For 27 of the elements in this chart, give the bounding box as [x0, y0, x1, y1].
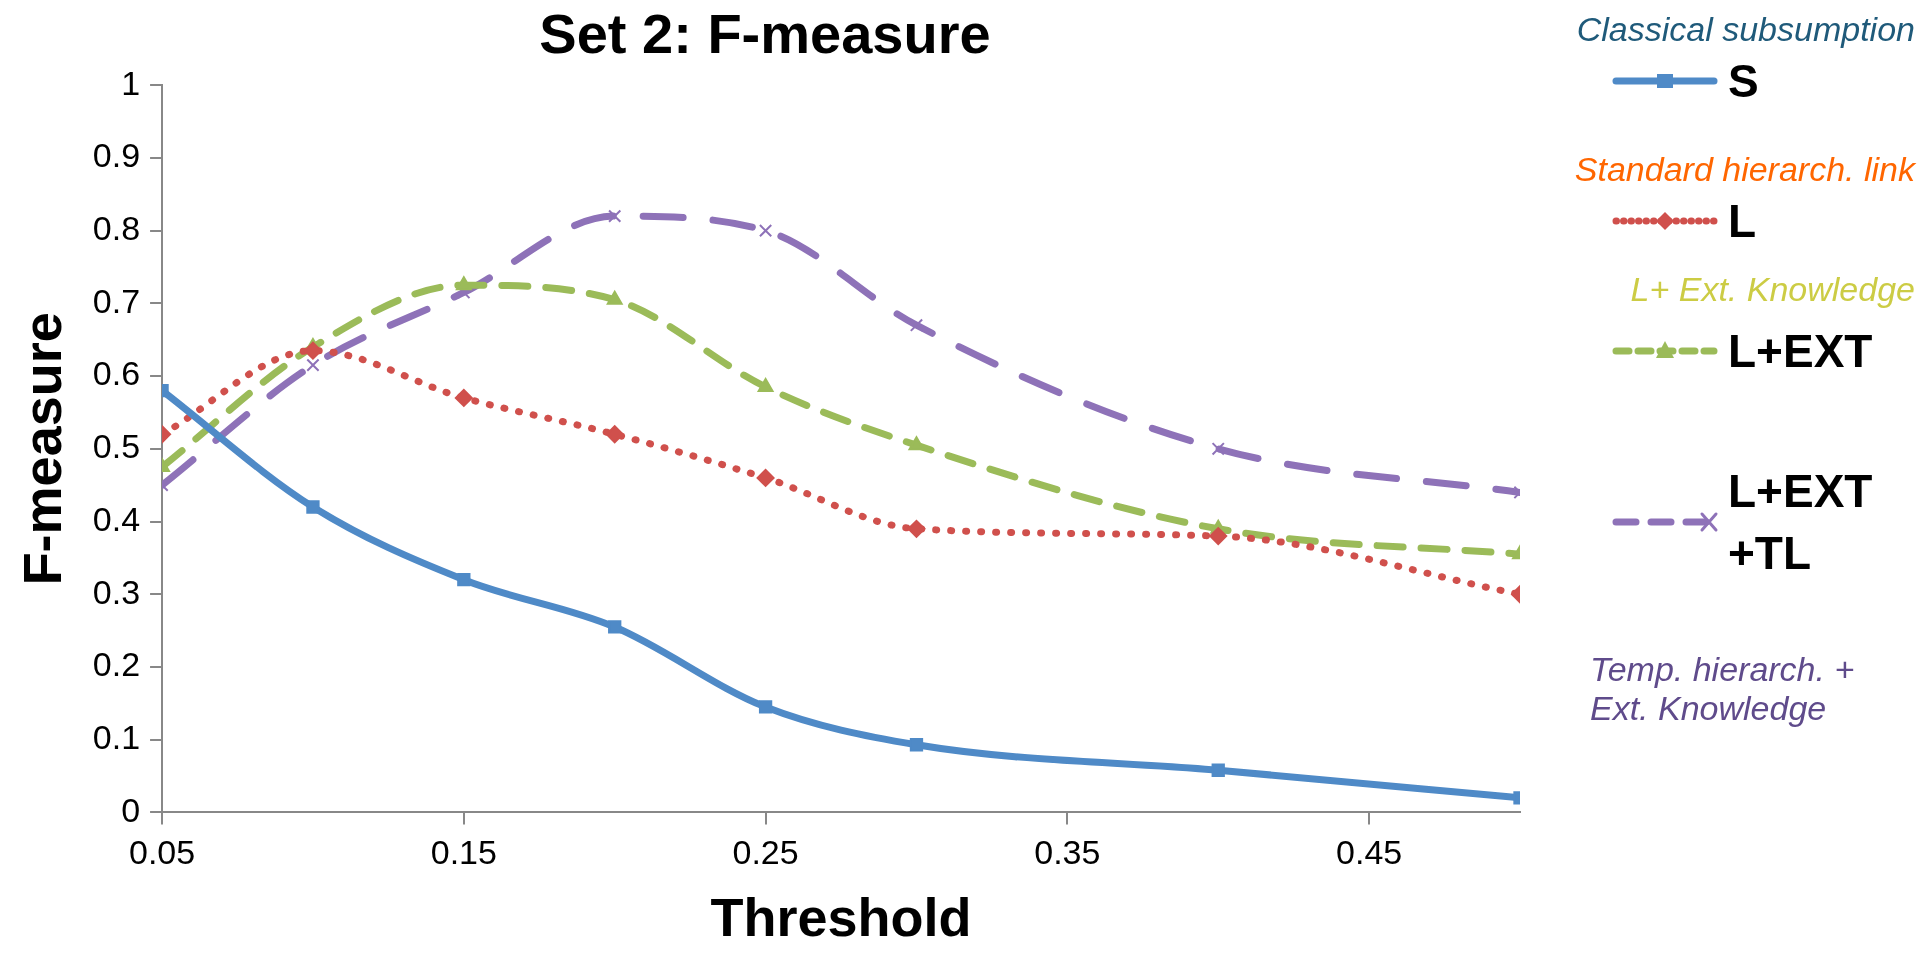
text: Temp. hierarch. + Ext. Knowledge: [1590, 650, 1856, 728]
y-tick-label: 0.9: [92, 136, 141, 175]
x-tick-label: 0.25: [732, 833, 799, 872]
legend-label: L+EXT: [1728, 324, 1873, 379]
y-tick-label: 0.8: [92, 209, 141, 248]
x-tick-label: 0.05: [128, 833, 196, 872]
legend-label: L: [1728, 194, 1757, 249]
y-tick-label: 0.4: [92, 499, 141, 538]
y-tick-label: 0.3: [92, 572, 141, 611]
text: Standard hierarch. link: [1574, 150, 1915, 189]
text: Classical subsumption: [1576, 10, 1915, 49]
y-tick-label: 0.7: [92, 281, 141, 320]
y-tick-label: 0.6: [92, 354, 141, 393]
y-tick-label: 1: [121, 63, 141, 102]
text: L+ Ext. Knowledge: [1630, 270, 1915, 309]
y-tick-label: 0.1: [92, 718, 141, 757]
legend-label: L+EXT +TL: [1728, 464, 1874, 582]
x-axis-title: Threshold: [710, 887, 972, 948]
x-tick-label: 0.35: [1034, 833, 1101, 872]
legend-label: S: [1728, 54, 1759, 109]
y-tick-label: 0.2: [92, 645, 141, 684]
y-tick-label: 0: [121, 790, 141, 829]
x-tick-label: 0.45: [1336, 833, 1403, 872]
y-axis-title: F-measure: [12, 312, 73, 586]
x-tick-label: 0.15: [430, 833, 497, 872]
chart-title: Set 2: F-measure: [539, 2, 991, 66]
y-tick-label: 0.5: [92, 427, 141, 466]
